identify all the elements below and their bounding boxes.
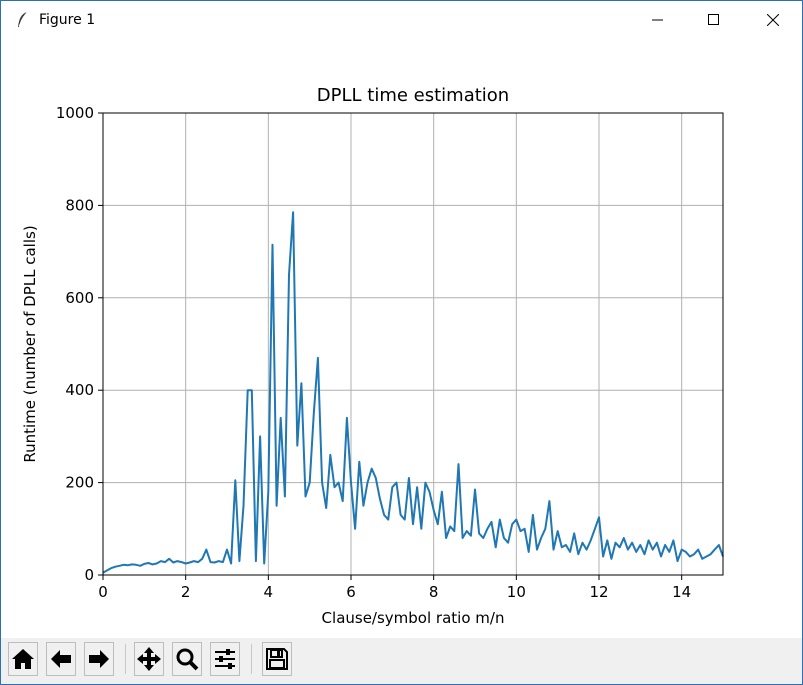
configure-subplots-button[interactable]: [210, 642, 240, 676]
minimize-icon: [652, 19, 663, 21]
data-series: [102, 211, 724, 574]
zoom-button[interactable]: [172, 642, 202, 676]
back-arrow-icon: [51, 650, 71, 668]
x-tick-label: 12: [589, 583, 608, 601]
maximize-button[interactable]: [691, 1, 737, 39]
home-button[interactable]: [8, 642, 38, 676]
y-tick-label: 800: [65, 196, 94, 214]
y-tick-label: 600: [65, 289, 94, 307]
x-axis-label: Clause/symbol ratio m/n: [322, 609, 505, 627]
save-icon: [266, 648, 288, 670]
x-tick-label: 4: [264, 583, 274, 601]
x-tick-label: 10: [507, 583, 526, 601]
maximize-icon: [708, 14, 719, 25]
x-axis-ticks: 0 2 4 6 8 10 12 14: [98, 575, 691, 601]
x-tick-label: 0: [98, 583, 108, 601]
save-button[interactable]: [262, 642, 292, 676]
series-line: [102, 211, 724, 574]
forward-button[interactable]: [84, 642, 114, 676]
window-title: Figure 1: [39, 12, 96, 28]
x-tick-label: 14: [672, 583, 691, 601]
pan-icon: [137, 647, 161, 671]
y-axis-ticks: 0 200 400 600 800 1000: [56, 104, 103, 584]
zoom-icon: [176, 648, 199, 671]
y-tick-label: 400: [65, 381, 94, 399]
toolbar-separator: [125, 644, 126, 674]
chart-title: DPLL time estimation: [317, 85, 509, 106]
forward-arrow-icon: [89, 650, 109, 668]
grid-lines: [103, 113, 723, 575]
x-tick-label: 2: [181, 583, 191, 601]
title-bar[interactable]: Figure 1: [1, 1, 802, 39]
y-tick-label: 200: [65, 474, 94, 492]
pan-button[interactable]: [134, 642, 164, 676]
figure-canvas[interactable]: DPLL time estimation 0 2 4 6 8 10 12 14 0 200 400…: [0, 40, 803, 635]
back-button[interactable]: [46, 642, 76, 676]
feather-icon: [15, 11, 31, 29]
home-icon: [12, 649, 34, 669]
x-tick-label: 8: [429, 583, 439, 601]
y-axis-label: Runtime (number of DPLL calls): [21, 225, 39, 462]
x-tick-label: 6: [346, 583, 356, 601]
close-icon: [767, 14, 779, 26]
y-tick-label: 0: [84, 566, 94, 584]
configure-subplots-icon: [215, 649, 235, 669]
navigation-toolbar: [1, 638, 802, 684]
close-button[interactable]: [750, 1, 796, 39]
minimize-button[interactable]: [635, 1, 681, 39]
plot-area-frame: [102, 112, 724, 576]
y-tick-label: 1000: [56, 104, 94, 122]
toolbar-separator: [251, 644, 252, 674]
